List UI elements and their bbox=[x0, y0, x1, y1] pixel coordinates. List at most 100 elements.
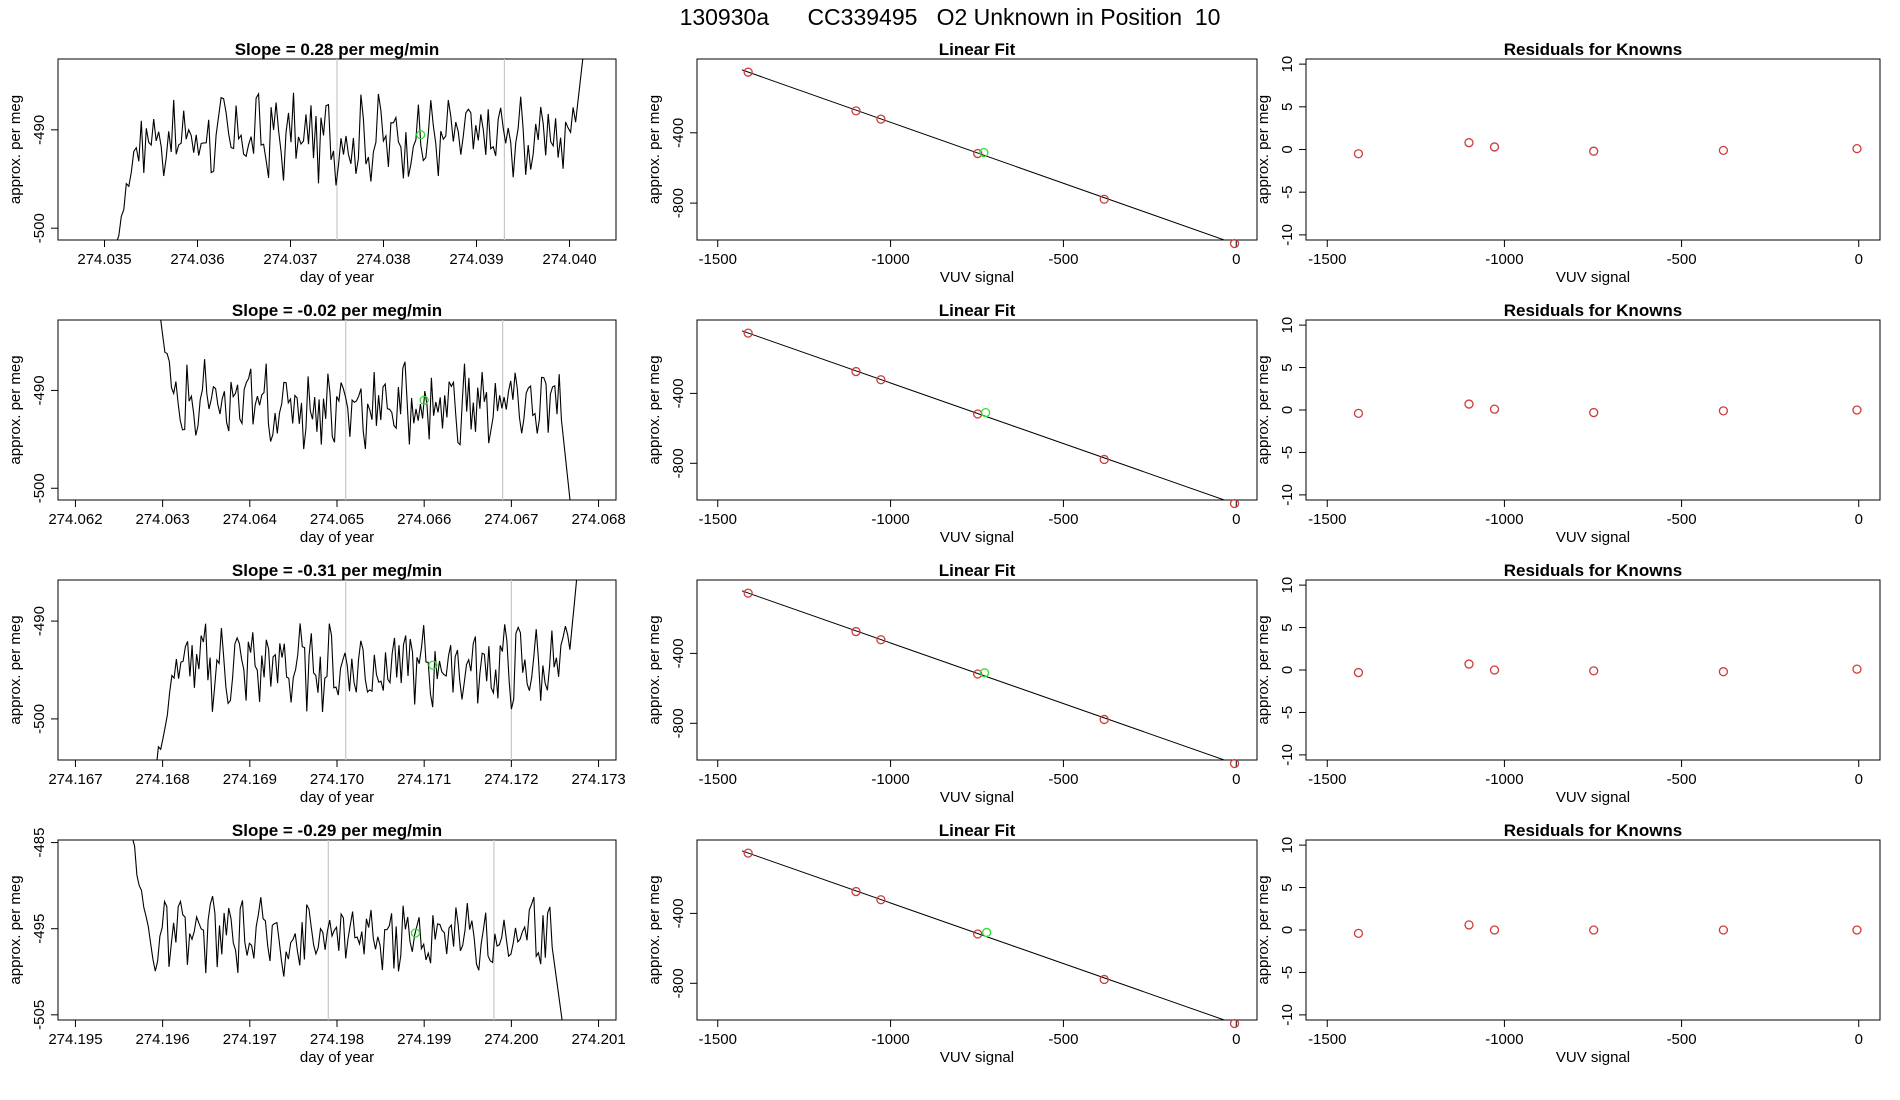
residuals-3-residual-point bbox=[1489, 925, 1500, 935]
timeseries-2-unknown-point bbox=[428, 660, 438, 670]
timeseries-1-series-line bbox=[160, 320, 571, 500]
residuals-3-ytick-label: -10 bbox=[1279, 1004, 1296, 1026]
timeseries-1-unknown-point bbox=[419, 395, 429, 405]
linear_fit-3-ytick-label: -400 bbox=[670, 898, 687, 928]
residuals-1-residual-point bbox=[1464, 399, 1474, 409]
residuals-2-residual-point bbox=[1464, 659, 1474, 669]
residuals-1-residual-point bbox=[1852, 405, 1862, 415]
residuals-1-ytick-label: 10 bbox=[1279, 317, 1296, 334]
residuals-2-frame bbox=[1305, 579, 1881, 761]
linear_fit-1-title: Linear Fit bbox=[939, 301, 1016, 320]
residuals-2-residual-point bbox=[1353, 667, 1364, 678]
linear_fit-0-xtick-label: -1500 bbox=[699, 251, 737, 268]
residuals-1-residual-point bbox=[1589, 407, 1599, 418]
linear_fit-3-known-point bbox=[1229, 1018, 1240, 1029]
residuals-1-xtick-label: 0 bbox=[1855, 511, 1863, 528]
residuals-3-residual-point bbox=[1589, 925, 1599, 935]
residuals-0-xlabel: VUV signal bbox=[1556, 269, 1630, 286]
residuals-2-xtick-label: -1000 bbox=[1485, 771, 1523, 788]
timeseries-0-xtick-label: 274.035 bbox=[77, 251, 131, 268]
timeseries-3-xtick-label: 274.196 bbox=[136, 1031, 190, 1048]
residuals-1-xtick-label: -1000 bbox=[1485, 511, 1523, 528]
linear_fit-2-known-point bbox=[743, 588, 753, 598]
residuals-0-ytick-label: 10 bbox=[1279, 56, 1296, 73]
timeseries-1-ytick-label: -500 bbox=[31, 473, 48, 503]
linear_fit-0-xlabel: VUV signal bbox=[940, 269, 1014, 286]
residuals-1-residual-point bbox=[1489, 404, 1500, 414]
residuals-2-residual-point bbox=[1589, 666, 1599, 676]
residuals-2-title: Residuals for Knowns bbox=[1504, 561, 1683, 580]
residuals-3-xtick-label: -500 bbox=[1667, 1031, 1697, 1048]
timeseries-0-xtick-label: 274.037 bbox=[263, 251, 317, 268]
residuals-0-residual-point bbox=[1718, 145, 1729, 156]
timeseries-3-title: Slope = -0.29 per meg/min bbox=[232, 821, 442, 840]
residuals-0-residual-point bbox=[1464, 138, 1474, 148]
linear_fit-3-ytick-label: -800 bbox=[670, 968, 687, 998]
residuals-3-residual-point bbox=[1464, 920, 1474, 930]
timeseries-3-xtick-label: 274.199 bbox=[397, 1031, 451, 1048]
linear_fit-1-fit-line bbox=[741, 330, 1226, 500]
linear_fit-1-ytick-label: -800 bbox=[670, 448, 687, 478]
timeseries-1-ytick-label: -490 bbox=[31, 375, 48, 405]
linear_fit-0-xtick-label: -500 bbox=[1048, 251, 1078, 268]
linear_fit-1-xtick-label: -500 bbox=[1048, 511, 1078, 528]
timeseries-0-series-line bbox=[116, 59, 584, 240]
linear_fit-1-xtick-label: -1500 bbox=[699, 511, 737, 528]
linear_fit-1-known-point bbox=[1099, 454, 1109, 465]
residuals-0-xtick-label: -1000 bbox=[1485, 251, 1523, 268]
linear_fit-1-unknown-point bbox=[980, 407, 991, 418]
timeseries-3-ytick-label: -495 bbox=[31, 914, 48, 944]
residuals-2-residual-point bbox=[1852, 664, 1862, 674]
linear_fit-0-xtick-label: -1000 bbox=[871, 251, 909, 268]
timeseries-0-xtick-label: 274.039 bbox=[449, 251, 503, 268]
linear_fit-0-fit-line bbox=[741, 69, 1226, 240]
timeseries-1-ylabel: approx. per meg bbox=[7, 355, 24, 464]
linear_fit-3-xtick-label: -500 bbox=[1048, 1031, 1078, 1048]
linear_fit-3-known-point bbox=[876, 895, 886, 905]
linear_fit-1-known-point bbox=[743, 328, 753, 338]
timeseries-2-xtick-label: 274.168 bbox=[136, 771, 190, 788]
timeseries-0-xtick-label: 274.036 bbox=[170, 251, 224, 268]
linear_fit-3-known-point bbox=[1099, 974, 1109, 985]
linear_fit-2-ylabel: approx. per meg bbox=[646, 615, 663, 724]
timeseries-3-series-line bbox=[132, 840, 563, 1020]
linear_fit-0-title: Linear Fit bbox=[939, 40, 1016, 59]
timeseries-3-ylabel: approx. per meg bbox=[7, 875, 24, 984]
linear_fit-0-known-point bbox=[1229, 238, 1240, 249]
residuals-2-ytick-label: 0 bbox=[1279, 666, 1296, 674]
timeseries-2-title: Slope = -0.31 per meg/min bbox=[232, 561, 442, 580]
residuals-0-residual-point bbox=[1852, 143, 1862, 154]
linear_fit-1-ytick-label: -400 bbox=[670, 378, 687, 408]
timeseries-1-xtick-label: 274.062 bbox=[48, 511, 102, 528]
linear_fit-3-xtick-label: -1000 bbox=[871, 1031, 909, 1048]
residuals-1-xtick-label: -1500 bbox=[1308, 511, 1346, 528]
linear_fit-1-ylabel: approx. per meg bbox=[646, 355, 663, 464]
residuals-3-xtick-label: 0 bbox=[1855, 1031, 1863, 1048]
linear_fit-2-xtick-label: 0 bbox=[1232, 771, 1240, 788]
timeseries-2-xlabel: day of year bbox=[300, 789, 374, 806]
residuals-3-residual-point bbox=[1718, 925, 1729, 935]
linear_fit-1-known-point bbox=[876, 375, 886, 385]
residuals-2-ylabel: approx. per meg bbox=[1255, 615, 1272, 724]
residuals-2-ytick-label: -10 bbox=[1279, 744, 1296, 766]
residuals-3-xtick-label: -1500 bbox=[1308, 1031, 1346, 1048]
residuals-2-residual-point bbox=[1718, 667, 1729, 677]
linear_fit-2-ytick-label: -400 bbox=[670, 638, 687, 668]
timeseries-3-unknown-point bbox=[410, 928, 421, 938]
timeseries-0-ytick-label: -490 bbox=[31, 115, 48, 145]
residuals-3-ytick-label: 0 bbox=[1279, 926, 1296, 934]
linear_fit-2-known-point bbox=[876, 635, 886, 645]
timeseries-2-xtick-label: 274.169 bbox=[223, 771, 277, 788]
linear_fit-3-known-point bbox=[743, 848, 753, 858]
timeseries-1-xlabel: day of year bbox=[300, 529, 374, 546]
timeseries-1-xtick-label: 274.065 bbox=[310, 511, 364, 528]
timeseries-2-ylabel: approx. per meg bbox=[7, 615, 24, 724]
residuals-1-ytick-label: 5 bbox=[1279, 363, 1296, 371]
residuals-3-ytick-label: -5 bbox=[1279, 966, 1296, 979]
linear_fit-1-xtick-label: -1000 bbox=[871, 511, 909, 528]
timeseries-1-xtick-label: 274.066 bbox=[397, 511, 451, 528]
linear_fit-1-xlabel: VUV signal bbox=[940, 529, 1014, 546]
timeseries-3-xtick-label: 274.200 bbox=[484, 1031, 538, 1048]
